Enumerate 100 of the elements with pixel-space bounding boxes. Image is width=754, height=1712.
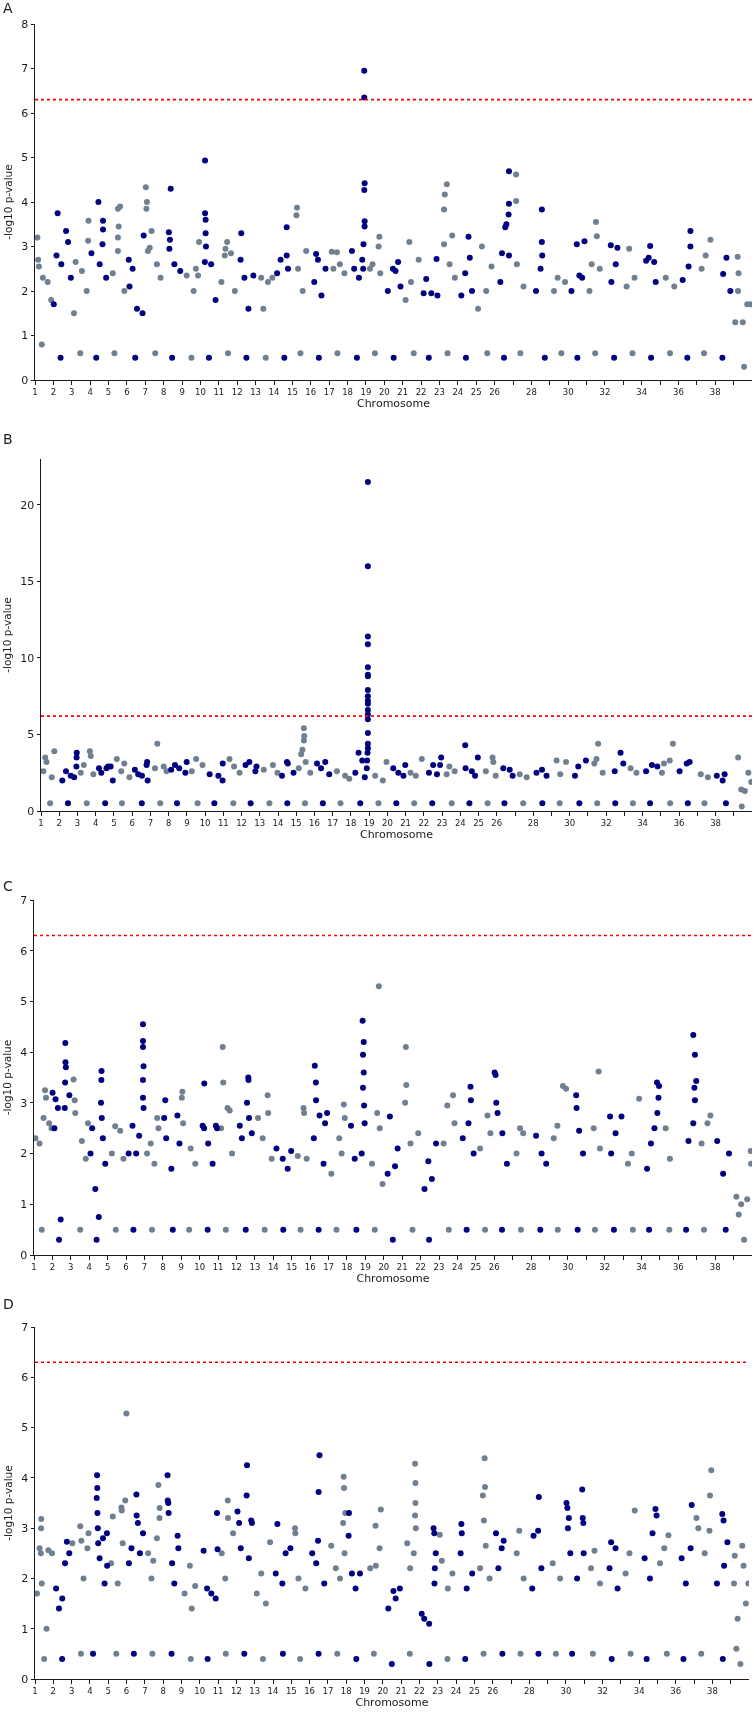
x-tick-label: 7: [147, 817, 154, 828]
x-tick-label: 11: [212, 1261, 224, 1272]
y-tick-label: 20: [20, 498, 35, 512]
y-tick-label: 1: [21, 1622, 29, 1636]
x-tick-label: 24: [452, 386, 464, 397]
x-tick-label: 8: [160, 386, 167, 397]
chart-title: B: [3, 431, 13, 447]
x-tick-label: 13: [249, 1261, 261, 1272]
x-tick-label: 14: [268, 386, 280, 397]
x-tick-label: 1: [38, 817, 44, 828]
x-tick-label: 15: [290, 817, 302, 828]
x-tick-label: 15: [286, 1261, 298, 1272]
y-tick-label: 0: [27, 804, 35, 818]
y-tick-label: 7: [21, 62, 29, 76]
x-tick-label: 25: [470, 386, 482, 397]
x-tick-label: 13: [250, 386, 262, 397]
y-tick-label: 3: [21, 1521, 29, 1535]
y-tick-label: 6: [20, 944, 28, 958]
x-tick-label: 20: [378, 386, 390, 397]
x-tick-label: 3: [68, 1685, 75, 1696]
x-tick-label: 17: [322, 1685, 334, 1696]
x-tick-label: 22: [415, 1261, 427, 1272]
x-tick-label: 22: [415, 386, 427, 397]
x-tick-label: 30: [562, 1261, 574, 1272]
x-tick-label: 10: [199, 817, 211, 828]
y-axis-title: -log10 p-value: [1, 597, 14, 673]
x-tick-label: 18: [340, 1685, 352, 1696]
x-tick-label: 17: [323, 1261, 334, 1272]
x-tick-label: 7: [142, 386, 149, 397]
x-tick-label: 28: [523, 1685, 535, 1696]
x-tick-label: 25: [468, 1685, 480, 1696]
x-tick-label: 30: [562, 386, 574, 397]
x-tick-label: 6: [124, 386, 130, 397]
x-tick-label: 36: [672, 1261, 684, 1272]
x-tick-label: 24: [450, 1685, 462, 1696]
x-tick-label: 6: [123, 1261, 129, 1272]
y-tick-label: 6: [21, 106, 29, 120]
x-tick-label: 11: [217, 817, 229, 828]
x-tick-label: 28: [525, 1261, 537, 1272]
y-tick-label: 1: [20, 1198, 28, 1212]
x-tick-label: 14: [272, 817, 284, 828]
x-tick-label: 4: [87, 386, 93, 397]
y-tick-label: 0: [20, 1248, 28, 1262]
y-tick-label: 1: [21, 329, 29, 343]
x-tick-label: 10: [195, 386, 206, 397]
x-tick-label: 23: [432, 1685, 444, 1696]
x-tick-label: 26: [491, 817, 503, 828]
x-tick-label: 18: [345, 817, 357, 828]
x-tick-label: 19: [359, 1261, 371, 1272]
x-tick-label: 38: [709, 386, 721, 397]
y-tick-label: 4: [20, 1045, 28, 1059]
y-tick-label: 4: [21, 195, 29, 209]
x-tick-label: 2: [50, 386, 57, 397]
x-tick-label: 9: [179, 386, 185, 397]
x-tick-label: 16: [305, 386, 317, 397]
y-tick-label: 15: [20, 575, 35, 589]
x-tick-label: 34: [636, 386, 648, 397]
x-tick-label: 20: [377, 1685, 389, 1696]
x-tick-label: 28: [525, 386, 537, 397]
x-tick-label: 2: [49, 1261, 56, 1272]
x-tick-label: 8: [160, 1685, 166, 1696]
x-tick-label: 34: [633, 1685, 645, 1696]
x-tick-label: 34: [636, 1261, 647, 1272]
x-tick-label: 32: [600, 817, 612, 828]
y-tick-label: 2: [20, 1147, 28, 1161]
x-tick-label: 11: [212, 1685, 224, 1696]
x-tick-label: 15: [285, 1685, 297, 1696]
y-tick-label: 5: [20, 995, 28, 1009]
x-tick-label: 18: [342, 386, 353, 397]
chart-title: D: [3, 1296, 14, 1312]
x-tick-label: 7: [141, 1261, 148, 1272]
y-tick-label: 7: [20, 893, 28, 907]
x-tick-label: 16: [304, 1261, 316, 1272]
x-tick-label: 14: [267, 1685, 279, 1696]
x-tick-label: 2: [56, 817, 62, 828]
y-tick-label: 5: [21, 1421, 29, 1435]
x-tick-label: 5: [111, 817, 117, 828]
x-tick-label: 20: [381, 817, 393, 828]
x-tick-label: 32: [599, 386, 611, 397]
x-tick-label: 30: [564, 817, 576, 828]
x-tick-label: 32: [599, 1261, 611, 1272]
x-tick-label: 21: [400, 817, 412, 828]
x-tick-label: 21: [397, 386, 409, 397]
y-tick-label: 0: [21, 1672, 29, 1686]
x-tick-label: 9: [178, 1685, 185, 1696]
x-tick-label: 12: [231, 386, 243, 397]
x-tick-label: 5: [105, 1685, 111, 1696]
x-tick-label: 17: [323, 386, 335, 397]
x-tick-label: 21: [396, 1261, 408, 1272]
x-tick-label: 11: [213, 386, 225, 397]
x-tick-label: 18: [341, 1261, 353, 1272]
x-tick-label: 22: [414, 1685, 425, 1696]
x-tick-label: 8: [160, 1261, 166, 1272]
x-tick-label: 19: [359, 1685, 370, 1696]
x-tick-label: 26: [489, 386, 501, 397]
y-tick-label: 3: [20, 1096, 28, 1110]
y-tick-label: 5: [27, 728, 35, 742]
x-tick-label: 32: [597, 1685, 608, 1696]
x-tick-label: 6: [129, 817, 135, 828]
x-tick-label: 24: [452, 1261, 463, 1272]
